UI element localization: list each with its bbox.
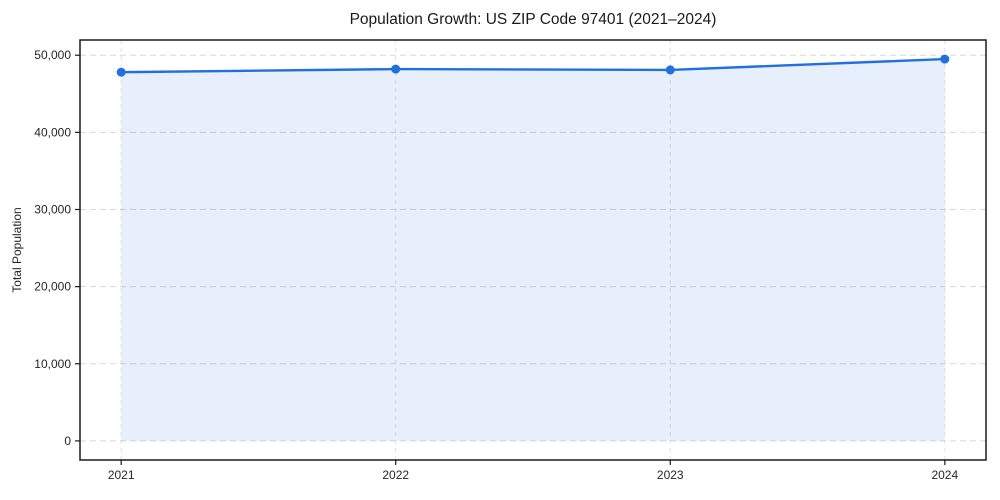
data-point-marker bbox=[665, 65, 675, 75]
y-axis-label: Total Population bbox=[10, 207, 24, 293]
y-tick-label: 0 bbox=[64, 434, 71, 448]
data-point-marker bbox=[116, 67, 126, 77]
x-tick-label: 2023 bbox=[657, 468, 684, 482]
data-point-marker bbox=[391, 64, 401, 74]
chart-title: Population Growth: US ZIP Code 97401 (20… bbox=[349, 11, 717, 28]
x-tick-label: 2021 bbox=[108, 468, 135, 482]
y-tick-label: 40,000 bbox=[34, 125, 71, 139]
y-tick-label: 20,000 bbox=[34, 280, 71, 294]
data-line bbox=[119, 57, 946, 74]
area-fill bbox=[121, 59, 945, 441]
x-tick-label: 2022 bbox=[382, 468, 409, 482]
data-point-marker bbox=[940, 54, 950, 64]
y-tick-label: 10,000 bbox=[34, 357, 71, 371]
y-tick-label: 30,000 bbox=[34, 203, 71, 217]
plot-background bbox=[80, 40, 986, 460]
plot-border bbox=[79, 39, 987, 461]
y-tick-label: 50,000 bbox=[34, 48, 71, 62]
x-tick-label: 2024 bbox=[931, 468, 958, 482]
